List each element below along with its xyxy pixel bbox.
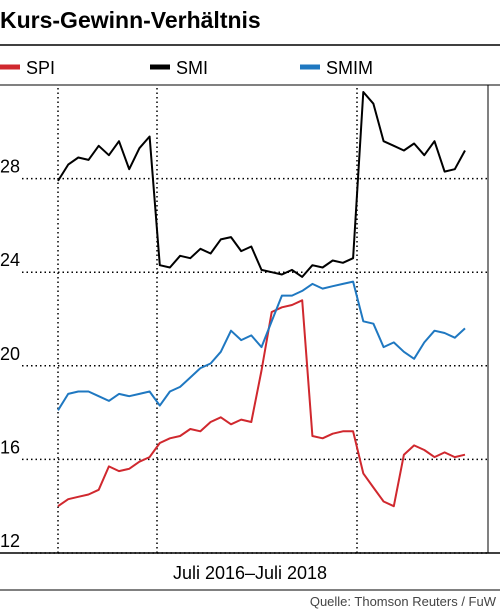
y-tick-label: 24 [0,250,20,270]
y-tick-label: 20 [0,344,20,364]
line-series [57,299,466,508]
source: Quelle: Thomson Reuters / FuW [310,594,497,609]
line-series [57,91,466,278]
x-grid [57,88,358,553]
y-tick-label: 12 [0,531,20,551]
line-series [57,280,466,411]
legend-label: SPI [26,58,55,78]
y-tick-label: 28 [0,157,20,177]
legend-label: SMIM [326,58,373,78]
x-axis-label: Juli 2016–Juli 2018 [173,563,327,583]
chart-title: Kurs-Gewinn-Verhältnis [0,7,261,33]
legend-label: SMI [176,58,208,78]
y-tick-label: 16 [0,437,20,457]
